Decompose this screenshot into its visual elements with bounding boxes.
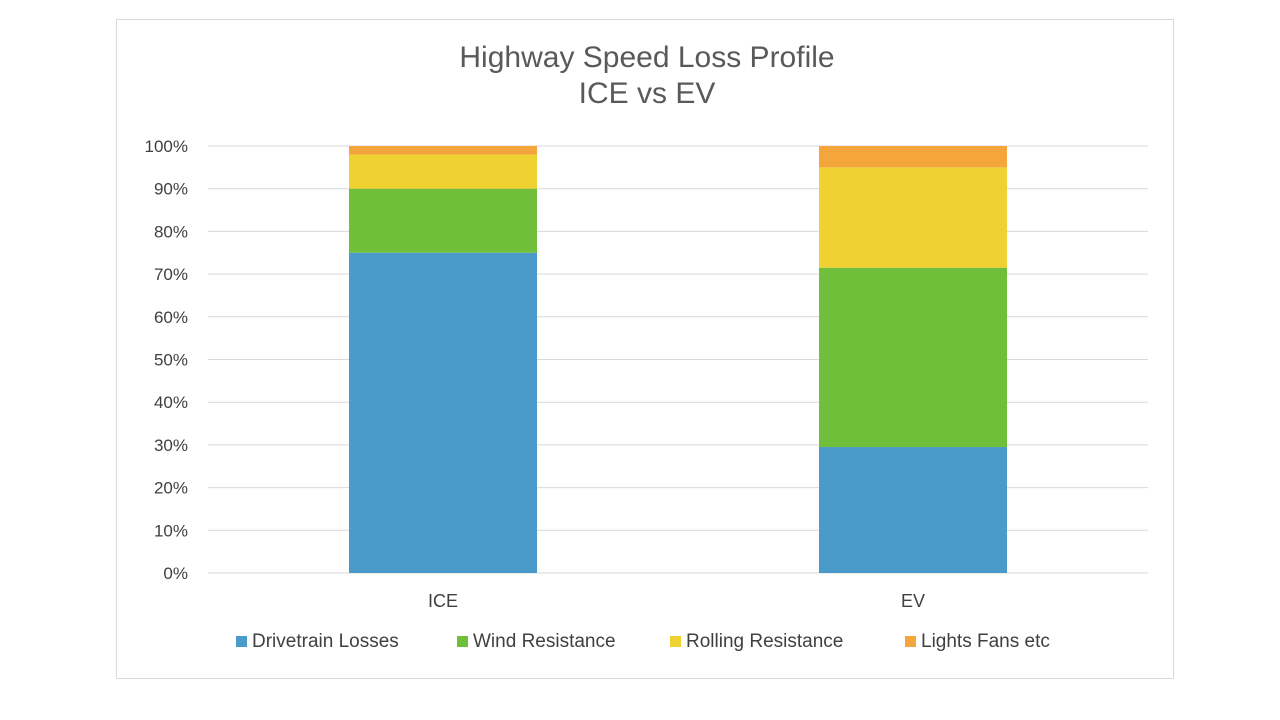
y-tick-label: 60%	[154, 308, 188, 327]
y-tick-label: 80%	[154, 222, 188, 241]
legend: Drivetrain Losses Wind Resistance Rolling …	[236, 631, 1050, 652]
bar-segment-ev-4	[819, 146, 1007, 168]
bar-layer	[349, 146, 1007, 573]
legend-swatch	[236, 636, 247, 647]
chart-title-line2: ICE vs EV	[578, 77, 716, 110]
y-tick-label: 40%	[154, 393, 188, 412]
bar-segment-ev-1	[819, 447, 1007, 573]
legend-label: Drivetrain Losses	[252, 631, 399, 652]
y-tick-label: 90%	[154, 180, 188, 199]
chart-title: Highway Speed Loss Profile ICE vs EV	[0, 40, 1280, 112]
y-axis-tick-labels: 0% 10% 20% 30% 40% 50% 60% 70% 80% 90% 100%	[145, 137, 188, 583]
legend-label: Wind Resistance	[473, 631, 616, 652]
legend-label: Rolling Resistance	[686, 631, 843, 652]
x-axis-category-labels: ICE EV	[428, 591, 925, 611]
y-tick-label: 20%	[154, 479, 188, 498]
legend-swatch	[905, 636, 916, 647]
legend-item: Lights Fans etc	[905, 631, 1050, 652]
y-tick-label: 10%	[154, 521, 188, 540]
legend-item: Drivetrain Losses	[236, 631, 399, 652]
bar-segment-ice-2	[349, 188, 537, 253]
chart-title-line1: Highway Speed Loss Profile	[459, 41, 835, 74]
x-category-label: EV	[901, 591, 925, 611]
x-category-label: ICE	[428, 591, 458, 611]
y-tick-label: 30%	[154, 436, 188, 455]
bar-segment-ice-4	[349, 146, 537, 155]
bar-segment-ice-3	[349, 154, 537, 189]
bar-segment-ice-1	[349, 252, 537, 573]
y-tick-label: 0%	[163, 564, 188, 583]
legend-label: Lights Fans etc	[921, 631, 1050, 652]
legend-item: Wind Resistance	[457, 631, 616, 652]
legend-item: Rolling Resistance	[670, 631, 843, 652]
y-tick-label: 50%	[154, 351, 188, 370]
y-tick-label: 100%	[145, 137, 188, 156]
bar-segment-ev-2	[819, 267, 1007, 448]
legend-swatch	[457, 636, 468, 647]
bar-segment-ev-3	[819, 167, 1007, 268]
legend-swatch	[670, 636, 681, 647]
y-tick-label: 70%	[154, 265, 188, 284]
